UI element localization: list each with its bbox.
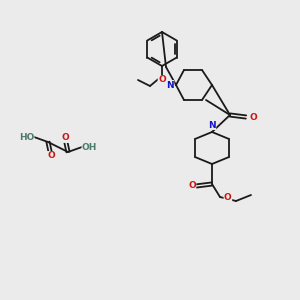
Text: N: N	[208, 121, 216, 130]
Text: O: O	[47, 152, 55, 160]
Text: HO: HO	[19, 133, 34, 142]
Text: O: O	[61, 134, 69, 142]
Text: OH: OH	[82, 142, 98, 152]
Text: O: O	[158, 76, 166, 85]
Text: O: O	[188, 182, 196, 190]
Text: O: O	[250, 112, 258, 122]
Text: O: O	[224, 193, 232, 202]
Text: N: N	[166, 80, 174, 89]
